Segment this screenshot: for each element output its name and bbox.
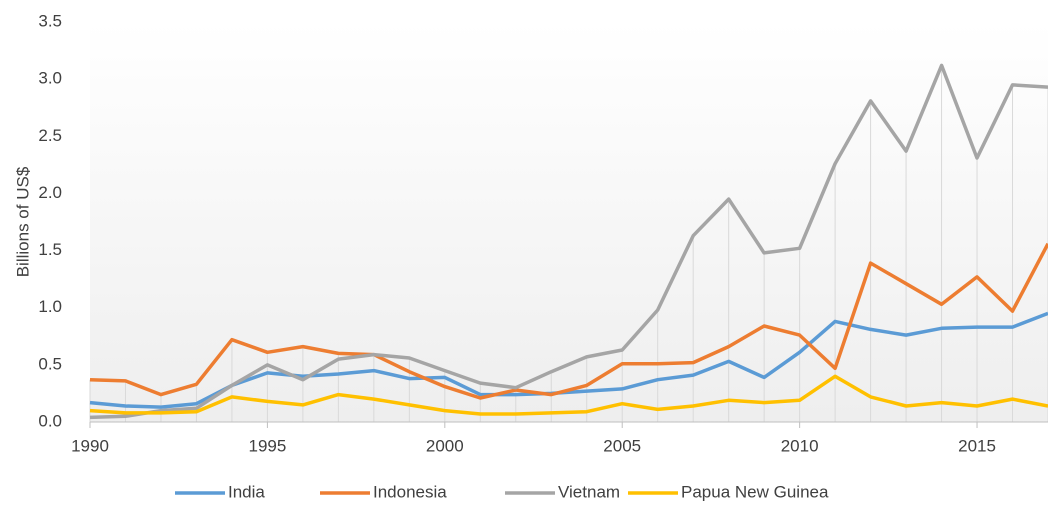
series-line bbox=[89, 63, 1048, 420]
x-tick-label: 2000 bbox=[426, 436, 464, 455]
y-tick-label: 1.0 bbox=[38, 297, 62, 316]
series-line bbox=[89, 374, 1048, 416]
plot-background bbox=[90, 22, 1048, 422]
legend-label: India bbox=[228, 482, 265, 501]
y-tick-label: 2.5 bbox=[38, 126, 62, 145]
x-tick-label: 2010 bbox=[781, 436, 819, 455]
y-tick-label: 0.0 bbox=[38, 411, 62, 430]
y-tick-label: 2.0 bbox=[38, 183, 62, 202]
legend-label: Indonesia bbox=[373, 482, 447, 501]
y-tick-label: 0.5 bbox=[38, 354, 62, 373]
x-tick-label: 1990 bbox=[71, 436, 109, 455]
x-tick-label: 2015 bbox=[958, 436, 996, 455]
series-line bbox=[89, 242, 1048, 400]
legend-label: Vietnam bbox=[558, 482, 620, 501]
y-tick-label: 3.0 bbox=[38, 69, 62, 88]
x-tick-label: 2005 bbox=[603, 436, 641, 455]
series-line bbox=[89, 311, 1048, 409]
x-tick-label: 1995 bbox=[248, 436, 286, 455]
y-tick-label: 3.5 bbox=[38, 11, 62, 30]
y-tick-label: 1.5 bbox=[38, 240, 62, 259]
legend-label: Papua New Guinea bbox=[681, 482, 829, 501]
y-axis-label: Billions of US$ bbox=[13, 166, 32, 277]
